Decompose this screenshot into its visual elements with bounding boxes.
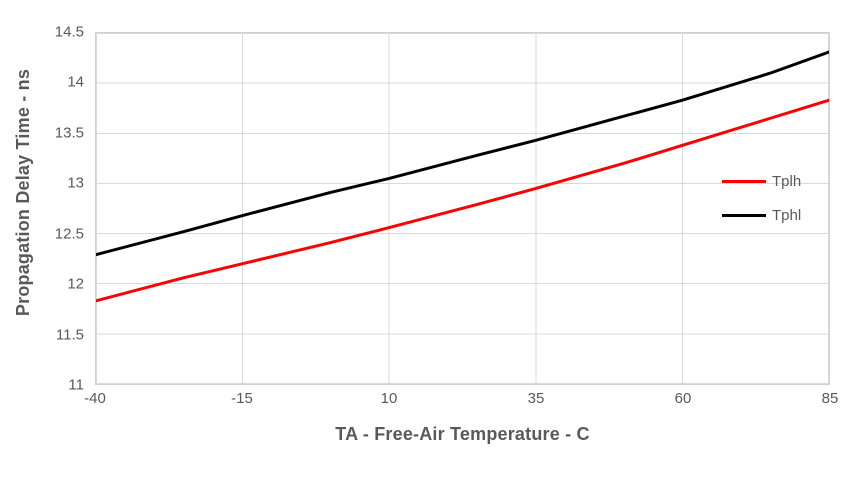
legend-line-swatch <box>722 179 766 183</box>
y-axis-tick-label: 13.5 <box>54 124 84 142</box>
y-axis-tick-label: 11.5 <box>55 326 84 344</box>
x-axis-tick-label: 60 <box>674 390 692 407</box>
x-axis-tick-label: 10 <box>380 390 398 407</box>
x-axis-tick-label: -40 <box>84 390 106 407</box>
chart-legend: Tplh Tphl <box>722 164 832 232</box>
y-axis-tick-labels: 11 11.5 12 12.5 13 13.5 14 14.5 <box>32 24 84 394</box>
legend-label: Tphl <box>772 206 802 224</box>
x-axis-title: TA - Free-Air Temperature - C <box>335 424 590 444</box>
y-axis-tick-label: 13 <box>67 174 84 192</box>
y-axis-tick-label: 14 <box>67 73 84 91</box>
series-lines <box>96 50 829 303</box>
x-axis-tick-labels: -40 -15 10 35 60 85 <box>84 390 838 414</box>
y-axis-tick-label: 14.5 <box>54 23 84 41</box>
y-axis-tick-label: 12.5 <box>54 225 84 243</box>
legend-entry[interactable]: Tphl <box>722 198 832 232</box>
x-axis-tick-label: 85 <box>821 390 839 407</box>
x-axis-tick-label: -15 <box>231 390 253 407</box>
plot-area <box>95 32 830 385</box>
gridlines <box>96 33 829 384</box>
y-axis-tick-label: 12 <box>67 275 84 293</box>
y-axis-tick-label: 11 <box>68 376 84 394</box>
x-axis-tick-label: 35 <box>527 390 545 407</box>
legend-label: Tplh <box>772 172 802 190</box>
legend-line-swatch <box>722 213 766 217</box>
legend-entry[interactable]: Tplh <box>722 164 832 198</box>
